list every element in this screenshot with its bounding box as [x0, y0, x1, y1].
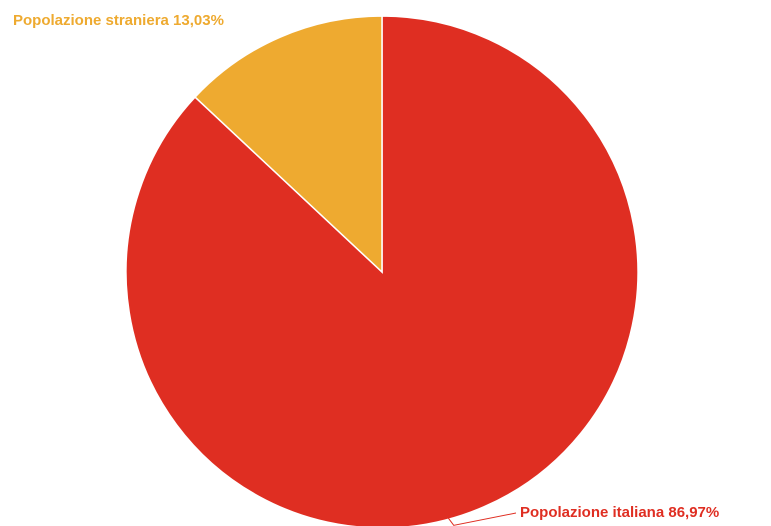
slice-label-italiana: Popolazione italiana 86,97%	[520, 504, 719, 521]
pie-slice-straniera	[193, 15, 383, 274]
leader-line-italiana	[447, 512, 517, 526]
slice-label-straniera: Popolazione straniera 13,03%	[13, 12, 224, 29]
